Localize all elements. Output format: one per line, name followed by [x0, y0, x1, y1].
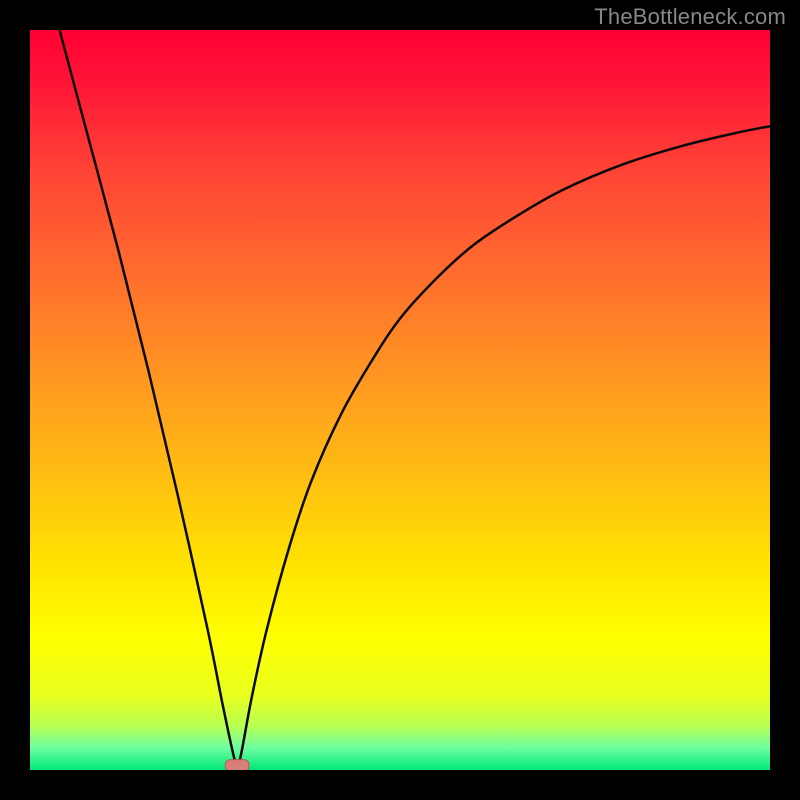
chart-svg	[30, 30, 770, 770]
watermark-text: TheBottleneck.com	[594, 4, 786, 30]
minimum-marker	[225, 760, 249, 770]
gradient-background	[30, 30, 770, 770]
bottleneck-chart	[30, 30, 770, 770]
